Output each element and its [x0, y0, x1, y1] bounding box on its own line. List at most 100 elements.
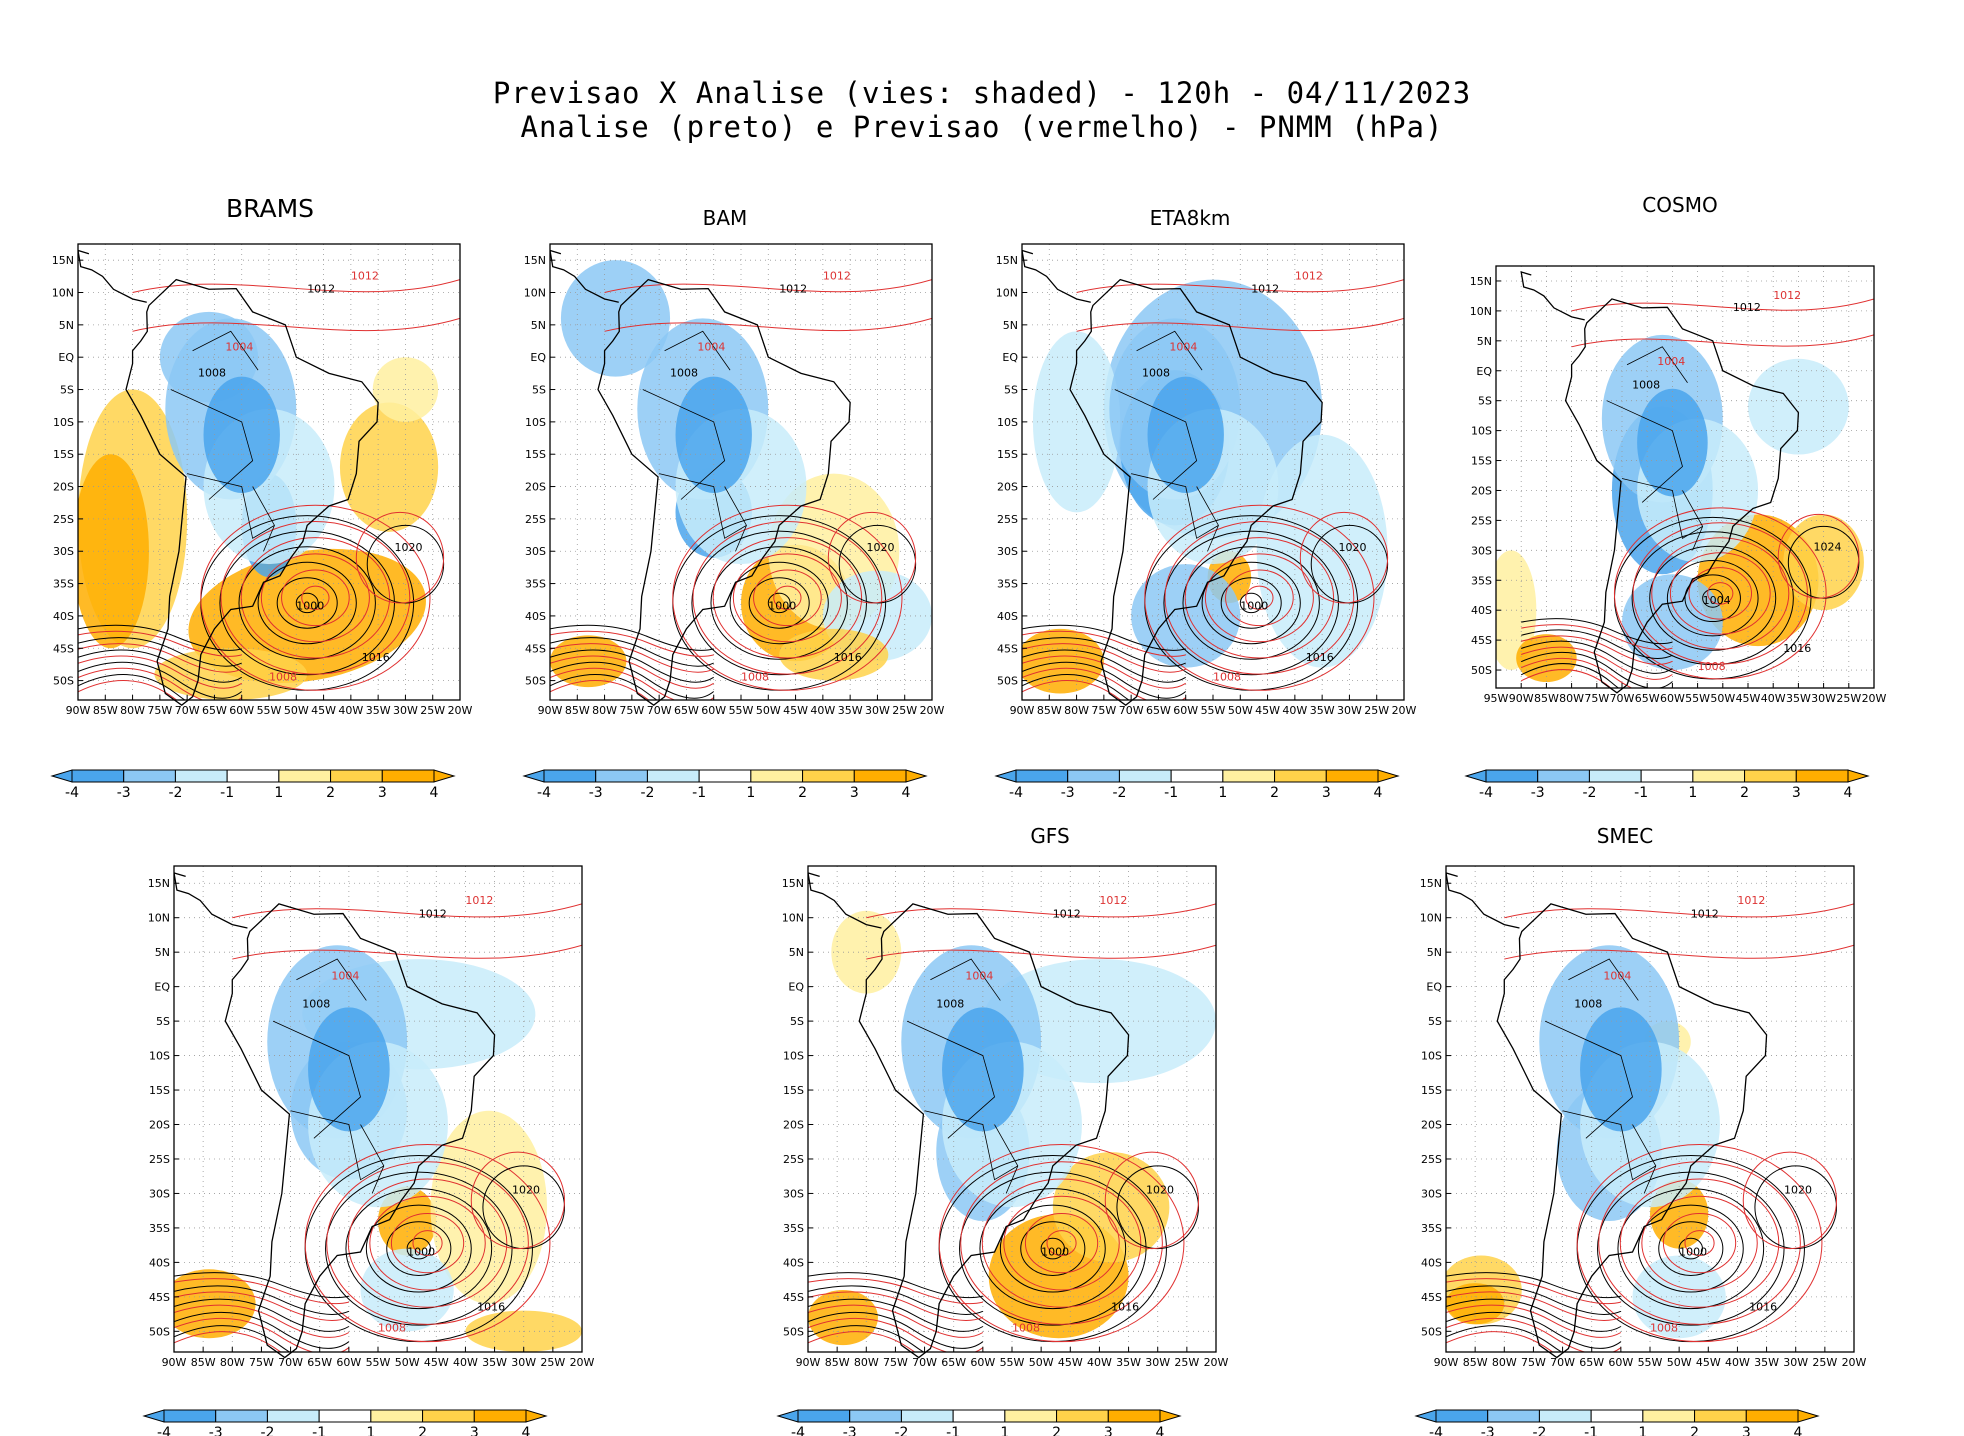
isobar-label: 1008 [741, 671, 769, 684]
country-border [1682, 490, 1704, 551]
lat-tick-label: 45S [1421, 1291, 1442, 1304]
analysis-isobar [238, 546, 376, 660]
analysis-isobar [550, 624, 714, 651]
lat-tick-label: 5N [59, 319, 74, 332]
lat-tick-label: 25S [997, 513, 1018, 526]
country-border [252, 486, 275, 552]
map-panel-unnamed: 1000 1020 1012 1012 1016 1008 1008 1004 90W 85W 80… [148, 865, 595, 1369]
lat-tick-label: 10S [149, 1050, 170, 1063]
forecast-isobar [1225, 569, 1294, 627]
lat-tick-label: 20S [525, 481, 546, 494]
lat-tick-label: 5N [531, 319, 546, 332]
analysis-isobar [1182, 546, 1320, 660]
isobar-lines [1520, 298, 1874, 688]
colorbar-label: 3 [1792, 785, 1801, 801]
analysis-isobar [550, 661, 715, 699]
isobar-label: 1012 [1295, 270, 1323, 283]
isobar-lines [1022, 279, 1404, 700]
map-panel-brams: 1000 1020 1012 1012 1016 1008 1008 1004 90W 85W 80… [52, 243, 473, 717]
lon-tick-label: 90W [796, 1356, 821, 1369]
forecast-isobar [1688, 567, 1753, 620]
country-border [994, 1124, 1019, 1194]
colorbar-label: 4 [522, 1425, 531, 1436]
lon-tick-label: 20W [1862, 692, 1887, 705]
coastline-south-america [597, 278, 851, 706]
lat-tick-label: 5S [1004, 384, 1018, 397]
lat-tick-label: 10S [1471, 425, 1492, 438]
bias-area [308, 1007, 390, 1132]
isobar-lines [174, 903, 582, 1352]
analysis-isobar [1040, 1237, 1065, 1260]
lon-tick-label: 65W [941, 1356, 966, 1369]
bias-area [1032, 331, 1121, 513]
lon-tick-label: 60W [1173, 704, 1198, 717]
lon-tick-label: 45W [1058, 1356, 1083, 1369]
lon-tick-label: 30W [1811, 692, 1836, 705]
lon-tick-label: 20W [570, 1356, 595, 1369]
lon-tick-label: 90W [66, 704, 91, 717]
lon-tick-label: 25W [1812, 1356, 1837, 1369]
analysis-isobar [406, 1237, 431, 1260]
analysis-isobar [550, 637, 714, 667]
isobar-label: 1020 [1784, 1183, 1812, 1196]
forecast-isobar [304, 1144, 551, 1343]
analysis-isobar [1666, 560, 1759, 637]
colorbar-segment [1004, 1409, 1058, 1423]
lon-tick-label: 40W [1087, 1356, 1112, 1369]
lat-tick-label: 15N [524, 254, 546, 267]
analysis-isobar [808, 1272, 983, 1299]
lat-tick-label: 40S [1421, 1256, 1442, 1269]
lat-tick-label: 45S [53, 642, 74, 655]
title-line-1: Previsao X Analise (vies: shaded) - 120h… [492, 76, 1472, 110]
forecast-isobar [240, 537, 391, 659]
lon-tick-label: 65W [1579, 1356, 1604, 1369]
colorbar-segment [1067, 769, 1120, 783]
isobar-label: 1004 [225, 341, 253, 354]
analysis-isobar [386, 1221, 452, 1276]
country-border [1632, 1124, 1657, 1194]
colorbar-segment [174, 769, 228, 783]
forecast-isobar [174, 1331, 282, 1352]
isobar-label: 1024 [1814, 540, 1842, 553]
lon-tick-label: 70W [278, 1356, 303, 1369]
country-border [170, 389, 254, 500]
forecast-isobar [174, 1278, 349, 1305]
coastline-central-america [1520, 271, 1585, 321]
lat-tick-label: 10N [996, 287, 1018, 300]
colorbar-label: 3 [1104, 1425, 1113, 1436]
analysis-isobar [1446, 1298, 1622, 1332]
forecast-isobar [200, 504, 431, 691]
isobar-label: 1004 [1603, 970, 1631, 983]
colorbar-segment [853, 769, 907, 783]
lat-tick-label: 15N [782, 877, 804, 890]
colorbar-arrow-right [433, 769, 456, 783]
colorbar-label: 3 [1742, 1425, 1751, 1436]
lat-tick-label: 10N [524, 287, 546, 300]
colorbar-segment [1537, 769, 1590, 783]
forecast-isobar [232, 903, 582, 919]
analysis-isobar [174, 1272, 349, 1299]
forecast-isobar [1446, 1278, 1621, 1305]
forecast-isobar [1046, 1230, 1077, 1256]
lat-tick-label: EQ [1426, 981, 1442, 994]
colorbar-segment [163, 1409, 217, 1423]
isobar-label: 1012 [1053, 908, 1081, 921]
colorbar-segment [698, 769, 752, 783]
forecast-isobar [326, 1161, 529, 1325]
lat-tick-label: 50S [53, 675, 74, 688]
analysis-isobar [1521, 629, 1673, 659]
forecast-isobar [1022, 643, 1186, 673]
colorbar-label: -4 [65, 785, 79, 801]
isobar-label: 1008 [1650, 1321, 1678, 1334]
analysis-isobar [1521, 618, 1673, 645]
isobar-label: 1008 [1574, 997, 1602, 1010]
forecast-isobar [550, 643, 714, 673]
colorbar-arrow-right [1847, 769, 1870, 783]
forecast-isobar [1299, 511, 1389, 604]
analysis-isobar [345, 1188, 493, 1310]
isobar-label: 1008 [1142, 367, 1170, 380]
isobar-label: 1000 [407, 1245, 435, 1258]
lat-tick-label: 30S [53, 545, 74, 558]
analysis-isobar [1520, 663, 1620, 688]
analysis-isobar [1649, 545, 1777, 651]
